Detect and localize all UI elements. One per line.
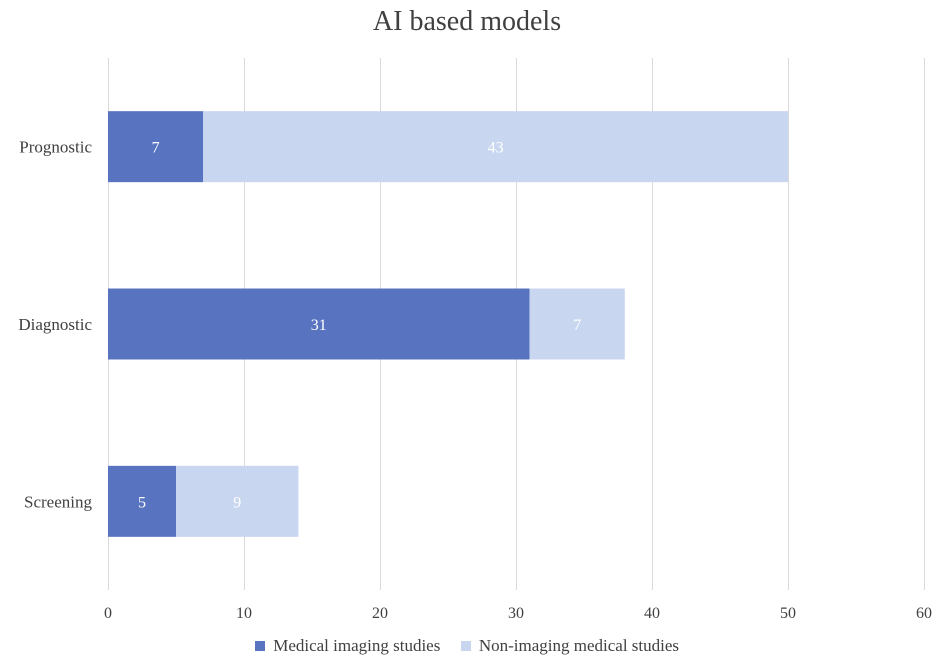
- x-tick-label: 30: [508, 605, 524, 622]
- data-label: 43: [488, 140, 504, 157]
- x-tick-label: 50: [780, 605, 796, 622]
- x-tick-label: 40: [644, 605, 660, 622]
- data-label: 31: [311, 317, 327, 334]
- legend-swatch-non-imaging: [460, 641, 471, 651]
- data-label: 9: [233, 494, 241, 511]
- x-tick-label: 20: [372, 605, 388, 622]
- chart-title: AI based models: [372, 6, 562, 37]
- category-label: Diagnostic: [18, 315, 92, 334]
- x-tick-label: 60: [916, 605, 932, 622]
- legend-item-non-imaging: Non-imaging medical studies: [460, 636, 680, 656]
- category-label: Prognostic: [19, 138, 92, 157]
- bar-medical-imaging: [108, 288, 530, 360]
- data-label: 7: [152, 140, 160, 157]
- data-label: 5: [138, 494, 146, 511]
- bar-medical-imaging: [108, 111, 204, 183]
- bar-non-imaging: [203, 111, 788, 183]
- bar-non-imaging: [176, 465, 299, 537]
- category-label: Screening: [24, 492, 92, 511]
- bar-non-imaging: [529, 288, 625, 360]
- legend-swatch-medical-imaging: [254, 641, 265, 651]
- data-label: 7: [573, 317, 581, 334]
- legend-label-medical-imaging: Medical imaging studies: [273, 636, 441, 655]
- legend-item-medical-imaging: Medical imaging studies: [254, 636, 441, 656]
- legend: Medical imaging studies Non-imaging medi…: [0, 636, 934, 656]
- bar-medical-imaging: [108, 465, 176, 537]
- legend-label-non-imaging: Non-imaging medical studies: [478, 636, 680, 655]
- x-tick-label: 0: [104, 605, 112, 622]
- x-tick-label: 10: [236, 605, 252, 622]
